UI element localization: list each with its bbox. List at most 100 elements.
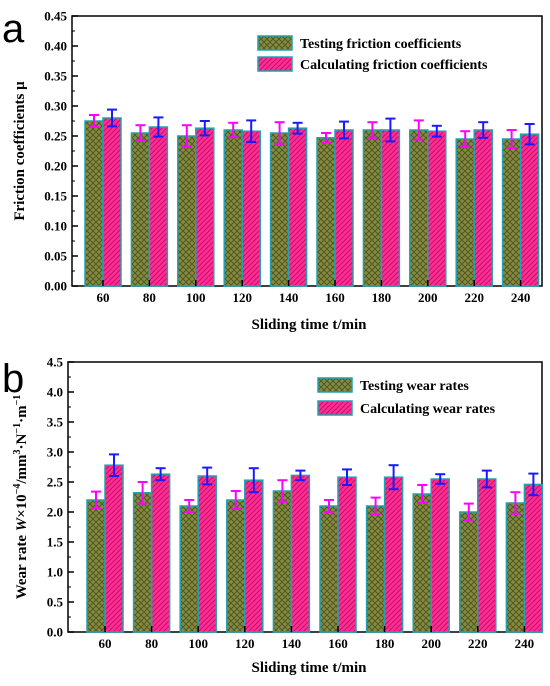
bar-calculating-120 <box>244 479 264 633</box>
y-tick-label: 0.10 <box>44 219 67 234</box>
y-tick-label: 4.0 <box>47 385 63 400</box>
bar-testing-220 <box>455 138 475 287</box>
error-bar-calculating-200 <box>431 124 442 138</box>
bar-testing-120 <box>226 499 246 633</box>
x-tick-label: 100 <box>188 636 208 651</box>
bar-calculating-140 <box>290 474 311 633</box>
legend-a: Testing friction coefficients Calculatin… <box>257 35 488 73</box>
error-bar-calculating-240 <box>524 123 535 146</box>
error-bar-calculating-140 <box>292 121 303 135</box>
x-tick-label: 200 <box>421 636 441 651</box>
error-bar-calculating-240 <box>528 472 539 497</box>
bar-calculating-220 <box>473 129 493 287</box>
y-tick-label: 0.35 <box>44 69 67 84</box>
y-tick-label: 1.5 <box>47 535 64 550</box>
legend-label-testing-wear: Testing wear rates <box>360 379 469 394</box>
bar-calculating-60 <box>104 464 124 633</box>
y-tick-label: 0.00 <box>44 279 67 294</box>
y-tick-label: 3.5 <box>47 415 64 430</box>
error-bar-calculating-100 <box>199 120 210 137</box>
x-tick-label: 240 <box>511 290 531 305</box>
error-bar-testing-140 <box>274 121 285 145</box>
error-bar-testing-200 <box>417 484 428 504</box>
y-axis-title-b: Wear rate W×10−4/mm3·N−1·m−1 <box>12 395 30 600</box>
x-tick-label: 100 <box>186 290 206 305</box>
panel-b: b 0.0 0.5 1.0 1.5 2.0 2.5 3.0 3.5 4.0 4.5 60 80 100 1… <box>2 355 544 676</box>
x-tick-label: 200 <box>418 290 438 305</box>
error-bar-testing-220 <box>460 130 471 148</box>
bar-calculating-200 <box>427 130 447 287</box>
x-tick-label: 80 <box>143 290 156 305</box>
error-bar-testing-140 <box>277 479 288 503</box>
bar-testing-100 <box>177 135 197 287</box>
bar-calculating-240 <box>523 483 544 633</box>
y-tick-label: 0.20 <box>44 159 67 174</box>
y-tick-label: 2.0 <box>47 505 63 520</box>
bar-testing-140 <box>269 132 290 287</box>
bar-calculating-200 <box>430 478 450 633</box>
bar-testing-160 <box>319 505 339 633</box>
bar-calculating-120 <box>241 130 261 287</box>
error-bar-calculating-200 <box>435 473 446 485</box>
error-bar-testing-80 <box>137 481 148 505</box>
x-tick-label: 120 <box>232 290 252 305</box>
error-bar-calculating-60 <box>107 108 117 128</box>
error-bar-testing-160 <box>324 499 334 513</box>
error-bar-calculating-220 <box>478 121 489 139</box>
bar-testing-60 <box>84 120 104 287</box>
bars-a <box>84 108 540 287</box>
error-bar-testing-180 <box>367 121 378 139</box>
y-tick-label: 3.0 <box>47 445 63 460</box>
bar-calculating-140 <box>287 127 308 287</box>
ticks-b: 0.0 0.5 1.0 1.5 2.0 2.5 3.0 3.5 4.0 4.5 60 80 100 120… <box>47 355 534 652</box>
legend-b: Testing wear rates Calculating wear rate… <box>317 377 496 417</box>
y-tick-label: 2.5 <box>47 475 64 490</box>
x-tick-label: 140 <box>282 636 302 651</box>
error-bar-testing-240 <box>506 129 517 149</box>
y-tick-label: 0.15 <box>44 189 67 204</box>
y-tick-label: 0.40 <box>44 39 67 54</box>
legend-swatch-calculating-wear <box>317 400 353 416</box>
bar-testing-140 <box>272 490 293 633</box>
error-bar-calculating-160 <box>342 468 352 486</box>
y-tick-label: 0.5 <box>47 595 64 610</box>
bar-testing-60 <box>86 499 106 633</box>
bar-calculating-160 <box>337 476 357 633</box>
y-tick-label: 0.45 <box>44 9 67 24</box>
bar-calculating-100 <box>197 475 217 633</box>
bar-testing-180 <box>362 129 383 287</box>
x-axis-title-a: Sliding time t/min <box>251 317 367 333</box>
error-bar-calculating-100 <box>202 466 213 486</box>
legend-label-testing-friction: Testing friction coefficients <box>300 37 462 52</box>
error-bar-testing-200 <box>413 119 424 141</box>
legend-swatch-testing-wear <box>317 377 353 393</box>
y-tick-label: 1.0 <box>47 565 63 580</box>
y-tick-label: 4.5 <box>47 355 64 370</box>
x-tick-label: 140 <box>279 290 299 305</box>
x-tick-label: 240 <box>515 636 535 651</box>
bar-testing-120 <box>223 129 243 287</box>
bar-calculating-100 <box>195 127 215 287</box>
bar-calculating-220 <box>477 478 497 633</box>
x-tick-label: 160 <box>325 290 345 305</box>
error-bar-testing-180 <box>370 496 381 516</box>
bar-testing-80 <box>130 132 151 287</box>
x-tick-label: 220 <box>464 290 484 305</box>
legend-label-calculating-wear: Calculating wear rates <box>360 402 496 417</box>
bar-testing-100 <box>179 505 199 633</box>
error-bar-calculating-80 <box>153 116 164 138</box>
bar-testing-240 <box>505 502 526 633</box>
error-bar-calculating-160 <box>339 120 349 140</box>
bar-testing-240 <box>501 138 522 287</box>
error-bar-testing-160 <box>321 132 331 144</box>
error-bar-calculating-180 <box>385 117 396 143</box>
error-bar-testing-240 <box>510 491 521 515</box>
bar-calculating-180 <box>380 129 401 287</box>
x-tick-label: 160 <box>328 636 348 651</box>
panel-a: a 0.000.050.100.150.200.250.300.350.400.… <box>2 7 543 333</box>
bars-b <box>86 453 544 633</box>
error-bar-testing-60 <box>91 490 101 510</box>
error-bar-testing-120 <box>230 490 241 510</box>
y-tick-label: 0.30 <box>44 99 67 114</box>
